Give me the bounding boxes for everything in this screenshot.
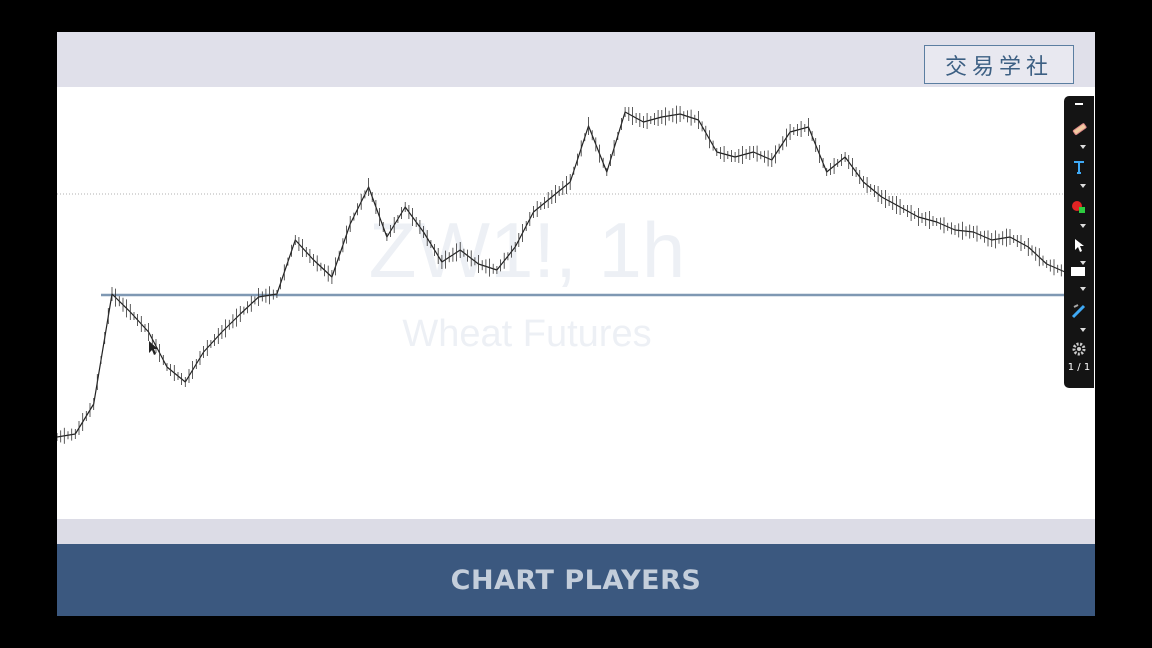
- tool-rectangle[interactable]: [1064, 256, 1094, 286]
- rectangle-dropdown-arrow[interactable]: [1080, 287, 1086, 291]
- bottom-band: [57, 519, 1095, 544]
- toolbar-minimize[interactable]: [1064, 96, 1094, 112]
- price-line: [57, 111, 1066, 438]
- chart-area[interactable]: ZW1!, 1h Wheat Futures: [57, 87, 1095, 519]
- color-dropdown-arrow[interactable]: [1080, 224, 1086, 228]
- page-indicator: 1 / 1: [1067, 362, 1091, 373]
- top-band: 交易学社: [57, 32, 1095, 87]
- highlighter-dropdown-arrow[interactable]: [1080, 145, 1086, 149]
- line-dropdown-arrow[interactable]: [1080, 328, 1086, 332]
- brand-label: 交易学社: [944, 54, 1053, 80]
- price-wicks: [57, 105, 1062, 444]
- footer-banner: CHART PLAYERS: [57, 544, 1095, 616]
- color-picker-icon: [1072, 201, 1085, 213]
- tool-color[interactable]: [1064, 192, 1094, 222]
- minus-icon: [1075, 103, 1083, 105]
- select-dropdown-arrow[interactable]: [1080, 261, 1086, 265]
- rectangle-icon: [1071, 267, 1085, 276]
- tool-select[interactable]: [1064, 230, 1094, 260]
- tool-line[interactable]: [1064, 296, 1094, 326]
- drawing-toolbar: 1 / 1: [1064, 96, 1094, 388]
- price-chart[interactable]: [57, 87, 1095, 519]
- tool-text[interactable]: [1064, 152, 1094, 182]
- highlighter-icon: [1072, 123, 1087, 136]
- tool-settings[interactable]: [1064, 334, 1094, 364]
- watermark-symbol: ZW1!, 1h: [368, 206, 686, 294]
- watermark-description: Wheat Futures: [402, 313, 652, 355]
- gear-icon: [1072, 342, 1086, 356]
- video-frame: 交易学社 ZW1!, 1h Wheat Futures CHART PLAYER…: [57, 32, 1095, 616]
- line-tool-icon: [1071, 304, 1086, 319]
- mouse-cursor-icon: [149, 341, 158, 355]
- tool-highlighter[interactable]: [1064, 114, 1094, 144]
- footer-title: CHART PLAYERS: [450, 564, 702, 596]
- cursor-icon: [1075, 239, 1084, 252]
- brand-logo-box: 交易学社: [924, 45, 1074, 84]
- text-dropdown-arrow[interactable]: [1080, 184, 1086, 188]
- text-tool-icon: [1074, 161, 1084, 174]
